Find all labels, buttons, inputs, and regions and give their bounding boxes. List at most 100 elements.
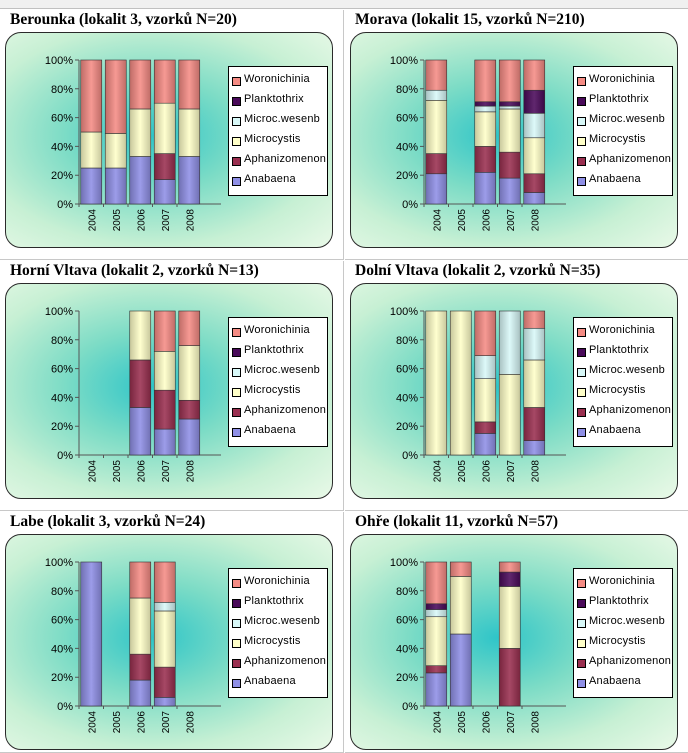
bar-segment-anabaena-2008 [523, 192, 546, 205]
chart-area[interactable]: 0% 20% 40% 60% 80% 100% 2004 2005 2006 2007 2008 W… [350, 283, 678, 499]
legend-label: Anabaena [244, 675, 296, 687]
legend-item-microc-wesenb[interactable]: Microc.wesenb [577, 363, 672, 383]
legend-item-microc-wesenb[interactable]: Microc.wesenb [232, 363, 327, 383]
legend-item-aphanizomenon[interactable]: Aphanizomenon [577, 152, 672, 172]
legend-item-microcystis[interactable]: Microcystis [232, 132, 327, 152]
chart-area[interactable]: 0% 20% 40% 60% 80% 100% 2004 2005 2006 2007 2008 W… [350, 534, 678, 750]
legend-item-anabaena[interactable]: Anabaena [577, 674, 672, 694]
chart-legend[interactable]: Woronichinia Planktothrix Microc.wesenb Mic… [573, 568, 673, 698]
bar-segment-planktothrix-2008 [523, 89, 546, 114]
legend-item-planktothrix[interactable]: Planktothrix [577, 92, 672, 112]
legend-label: Anabaena [589, 173, 641, 185]
bar-segment-woronichinia-2006 [474, 59, 497, 103]
y-tick-label: 80% [51, 84, 73, 96]
legend-item-woronichinia[interactable]: Woronichinia [232, 72, 327, 92]
chart-legend[interactable]: Woronichinia Planktothrix Microc.wesenb Mic… [228, 317, 328, 447]
chart-legend[interactable]: Woronichinia Planktothrix Microc.wesenb Mic… [573, 317, 673, 447]
legend-item-planktothrix[interactable]: Planktothrix [232, 92, 327, 112]
legend-item-woronichinia[interactable]: Woronichinia [577, 72, 672, 92]
legend-item-aphanizomenon[interactable]: Aphanizomenon [232, 654, 327, 674]
x-tick-label: 2008 [185, 209, 196, 232]
bar-segment-anabaena-2004 [80, 561, 103, 707]
legend-item-anabaena[interactable]: Anabaena [577, 423, 672, 443]
legend-swatch [577, 97, 586, 106]
chart-title: Berounka (lokalit 3, vzorků N=20) [10, 11, 237, 28]
legend-label: Planktothrix [244, 93, 304, 105]
y-tick-label: 20% [51, 421, 73, 433]
legend-item-planktothrix[interactable]: Planktothrix [577, 343, 672, 363]
legend-item-microc-wesenb[interactable]: Microc.wesenb [577, 112, 672, 132]
legend-item-anabaena[interactable]: Anabaena [232, 674, 327, 694]
legend-item-aphanizomenon[interactable]: Aphanizomenon [577, 654, 672, 674]
legend-item-woronichinia[interactable]: Woronichinia [232, 323, 327, 343]
legend-item-aphanizomenon[interactable]: Aphanizomenon [232, 403, 327, 423]
chart-area[interactable]: 0% 20% 40% 60% 80% 100% 2004 2005 2006 2007 2008 W… [5, 32, 333, 248]
y-tick-label: 100% [390, 55, 418, 67]
legend-item-planktothrix[interactable]: Planktothrix [232, 594, 327, 614]
chart-legend[interactable]: Woronichinia Planktothrix Microc.wesenb Mic… [573, 66, 673, 196]
stacked-bar-chart: 0% 20% 40% 60% 80% 100% 2004 2005 2006 2007 2008 [390, 306, 566, 482]
legend-label: Microc.wesenb [589, 615, 665, 627]
bar-segment-planktothrix-2006 [474, 101, 497, 107]
legend-item-microcystis[interactable]: Microcystis [577, 132, 672, 152]
bar-segment-woronichinia-2007 [153, 310, 176, 352]
y-tick-label: 100% [390, 306, 418, 318]
legend-item-woronichinia[interactable]: Woronichinia [232, 574, 327, 594]
legend-item-microcystis[interactable]: Microcystis [232, 383, 327, 403]
bar-segment-anabaena-2006 [474, 172, 497, 205]
legend-item-anabaena[interactable]: Anabaena [232, 172, 327, 192]
legend-label: Woronichinia [589, 73, 655, 85]
legend-item-aphanizomenon[interactable]: Aphanizomenon [232, 152, 327, 172]
legend-item-microc-wesenb[interactable]: Microc.wesenb [577, 614, 672, 634]
y-tick-label: 40% [396, 141, 418, 153]
legend-label: Microcystis [589, 635, 646, 647]
bar-segment-microcystis-2004 [425, 616, 448, 666]
legend-item-planktothrix[interactable]: Planktothrix [232, 343, 327, 363]
x-tick-label: 2007 [161, 209, 172, 232]
bar-segment-microcystis-2008 [523, 359, 546, 408]
bar-segment-planktothrix-2007 [498, 571, 521, 587]
legend-item-microcystis[interactable]: Microcystis [577, 383, 672, 403]
legend-item-woronichinia[interactable]: Woronichinia [577, 574, 672, 594]
legend-item-woronichinia[interactable]: Woronichinia [577, 323, 672, 343]
legend-swatch [232, 177, 241, 186]
bar-segment-microc-wesenb-2007 [498, 310, 521, 375]
bar-segment-anabaena-2007 [153, 179, 176, 205]
legend-item-anabaena[interactable]: Anabaena [232, 423, 327, 443]
x-tick-label: 2006 [481, 209, 492, 232]
bar-segment-woronichinia-2004 [80, 59, 103, 133]
bar-segment-microcystis-2006 [129, 310, 152, 361]
x-tick-label: 2004 [87, 711, 98, 734]
legend-item-microcystis[interactable]: Microcystis [232, 634, 327, 654]
legend-swatch [232, 579, 241, 588]
bar-segment-microc-wesenb-2008 [523, 112, 546, 139]
bar-segment-microcystis-2005 [449, 310, 472, 456]
bar-segment-microcystis-2005 [449, 576, 472, 635]
y-tick-label: 0% [57, 199, 73, 211]
chart-area[interactable]: 0% 20% 40% 60% 80% 100% 2004 2005 2006 2007 2008 W… [5, 534, 333, 750]
bar-segment-anabaena-2006 [129, 407, 152, 456]
legend-swatch [232, 348, 241, 357]
legend-swatch [577, 157, 586, 166]
chart-legend[interactable]: Woronichinia Planktothrix Microc.wesenb Mic… [228, 568, 328, 698]
legend-item-microcystis[interactable]: Microcystis [577, 634, 672, 654]
bar-segment-anabaena-2005 [449, 633, 472, 707]
legend-label: Microcystis [589, 133, 646, 145]
x-tick-label: 2007 [506, 209, 517, 232]
legend-item-microc-wesenb[interactable]: Microc.wesenb [232, 112, 327, 132]
bar-segment-aphanizomenon-2004 [425, 665, 448, 674]
legend-label: Woronichinia [244, 73, 310, 85]
bar-segment-woronichinia-2004 [425, 561, 448, 605]
chart-area[interactable]: 0% 20% 40% 60% 80% 100% 2004 2005 2006 2007 2008 W… [5, 283, 333, 499]
legend-item-planktothrix[interactable]: Planktothrix [577, 594, 672, 614]
bar-segment-aphanizomenon-2007 [153, 389, 176, 430]
legend-swatch [232, 117, 241, 126]
bar-segment-anabaena-2005 [104, 167, 127, 205]
bar-segment-planktothrix-2007 [498, 101, 521, 107]
legend-item-anabaena[interactable]: Anabaena [577, 172, 672, 192]
legend-item-aphanizomenon[interactable]: Aphanizomenon [577, 403, 672, 423]
legend-label: Woronichinia [244, 324, 310, 336]
chart-area[interactable]: 0% 20% 40% 60% 80% 100% 2004 2005 2006 2007 2008 W… [350, 32, 678, 248]
legend-item-microc-wesenb[interactable]: Microc.wesenb [232, 614, 327, 634]
chart-legend[interactable]: Woronichinia Planktothrix Microc.wesenb Mic… [228, 66, 328, 196]
